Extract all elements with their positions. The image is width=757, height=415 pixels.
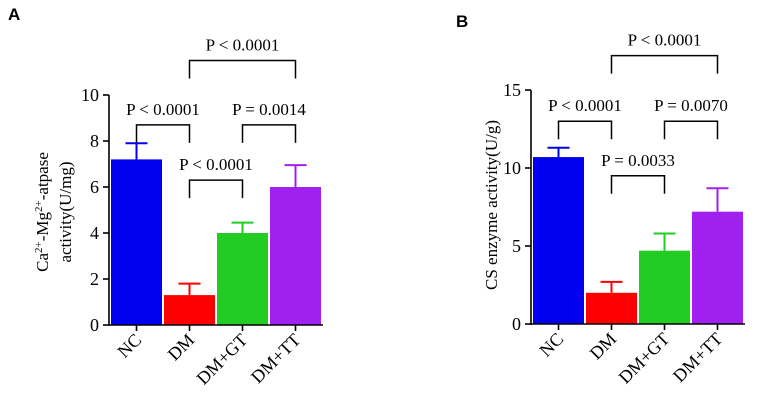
y-tick-label: 10 [503, 158, 521, 178]
ylabel-atpase: -atpase [33, 152, 52, 200]
significance-bracket [188, 59, 297, 79]
significance-bracket [557, 120, 613, 140]
p-value-label: P < 0.0001 [206, 36, 280, 55]
significance-bracket [663, 120, 719, 140]
p-value-label: P = 0.0033 [601, 151, 675, 170]
y-tick-label: 0 [512, 314, 521, 334]
x-tick-label: DM+TT [247, 330, 304, 387]
y-tick-label: 15 [503, 80, 521, 100]
bar [164, 295, 215, 325]
y-tick-label: 10 [81, 85, 99, 105]
ylabel-mg-sup: 2+ [33, 200, 45, 212]
x-tick-label: NC [535, 329, 567, 361]
y-tick-label: 4 [90, 223, 99, 243]
y-tick-label: 0 [90, 315, 99, 335]
bar [111, 159, 162, 325]
bar [217, 233, 268, 325]
panel-b-label: B [456, 12, 468, 31]
p-value-label: P < 0.0001 [126, 100, 200, 119]
bar [639, 250, 690, 324]
p-value-label: P < 0.0001 [628, 31, 702, 50]
x-tick-label: DM [586, 329, 621, 364]
y-tick-label: 2 [90, 269, 99, 289]
significance-bracket [135, 124, 191, 143]
p-value-label: P = 0.0070 [654, 96, 728, 115]
bar [533, 157, 584, 324]
p-value-label: P < 0.0001 [179, 155, 253, 174]
bar [270, 187, 321, 325]
significance-bracket [241, 124, 297, 143]
panel-a-ylabel-line1: Ca2+-Mg2+-atpase [33, 152, 52, 272]
y-tick-label: 5 [512, 236, 521, 256]
ylabel-mg: -Mg [33, 211, 52, 241]
panel-a-ylabel-line2: activity(U/mg) [56, 161, 75, 262]
bar [692, 211, 743, 324]
x-tick-label: DM [164, 330, 199, 365]
x-tick-label: DM+GT [193, 330, 252, 389]
y-tick-label: 6 [90, 177, 99, 197]
panel-a-label: A [8, 5, 20, 24]
significance-bracket [610, 54, 719, 74]
significance-bracket [610, 175, 666, 194]
panel-b-ylabel: CS enzyme activity(U/g) [482, 120, 501, 290]
y-tick-label: 8 [90, 131, 99, 151]
p-value-label: P = 0.0014 [232, 100, 306, 119]
p-value-label: P < 0.0001 [548, 96, 622, 115]
ylabel-ca-sup: 2+ [33, 241, 45, 253]
significance-bracket [188, 179, 244, 199]
ylabel-ca: Ca [33, 253, 52, 272]
x-tick-label: DM+GT [615, 329, 674, 388]
bar [586, 292, 637, 324]
x-tick-label: DM+TT [669, 329, 726, 386]
x-tick-label: NC [113, 330, 145, 362]
